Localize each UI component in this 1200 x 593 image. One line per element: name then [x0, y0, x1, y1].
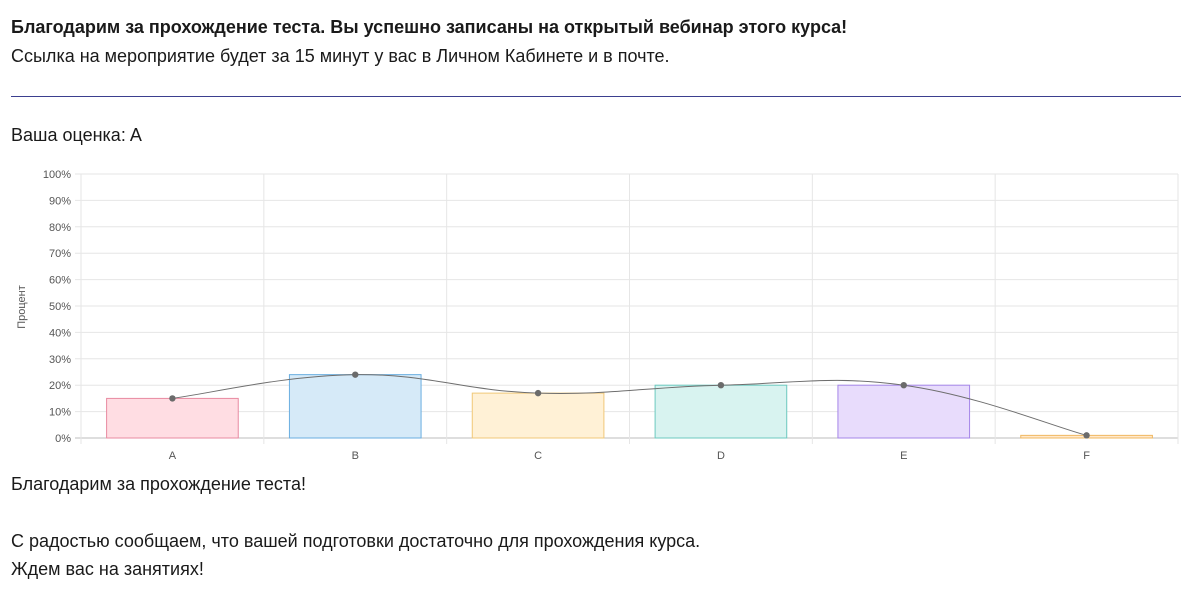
x-tick-label: A: [169, 450, 177, 462]
y-tick-label: 0%: [55, 433, 71, 445]
y-tick-label: 50%: [49, 301, 71, 313]
grade-label: Ваша оценка:: [11, 125, 126, 145]
trend-line: [172, 374, 1087, 436]
chart-bars: [106, 374, 1153, 439]
point-B: [352, 371, 359, 378]
chart-points: [169, 371, 1090, 439]
grade-value: A: [129, 125, 142, 145]
bar-E: [837, 384, 971, 439]
point-D: [717, 382, 725, 389]
chart-trend-line: [172, 374, 1087, 436]
y-tick-label: 60%: [49, 275, 71, 287]
grade-distribution-chart: 0% 10% 20% 30% 40% 50% 60% 70% 80% 90% 100% A B C D E F…: [16, 169, 1179, 462]
divider: [11, 96, 1181, 97]
y-tick-label: 40%: [49, 327, 71, 339]
x-tick-label: F: [1083, 450, 1090, 462]
chart-grid: [75, 173, 1179, 444]
closing-text: Ждем вас на занятиях!: [11, 559, 204, 579]
bar-C: [471, 392, 605, 439]
x-axis-ticks: A B C D E F: [169, 450, 1090, 462]
point-F: [1083, 432, 1090, 439]
bar-B: [288, 374, 422, 439]
y-tick-label: 80%: [49, 222, 71, 234]
y-tick-label: 100%: [43, 169, 71, 181]
x-tick-label: B: [352, 450, 359, 462]
thanks-text: Благодарим за прохождение теста!: [11, 474, 306, 494]
y-tick-label: 10%: [49, 407, 71, 419]
y-tick-label: 30%: [49, 354, 71, 366]
point-E: [900, 382, 907, 389]
readiness-message: С радостью сообщаем, что вашей подготовк…: [11, 531, 701, 551]
y-tick-label: 70%: [49, 248, 71, 260]
y-axis-label: Процент: [16, 285, 28, 329]
y-tick-label: 20%: [49, 380, 71, 392]
grade-line: Ваша оценка: A: [11, 125, 142, 146]
y-axis-ticks: 0% 10% 20% 30% 40% 50% 60% 70% 80% 90% 100%: [43, 169, 71, 445]
x-tick-label: C: [534, 450, 542, 462]
bar-A: [106, 397, 239, 439]
y-tick-label: 90%: [49, 195, 71, 207]
bar-D: [654, 384, 788, 439]
point-C: [534, 389, 542, 397]
point-A: [169, 395, 176, 402]
x-tick-label: E: [900, 450, 907, 462]
event-link-note: Ссылка на мероприятие будет за 15 минут …: [11, 46, 670, 66]
x-tick-label: D: [717, 450, 725, 462]
success-headline: Благодарим за прохождение теста. Вы успе…: [11, 17, 848, 37]
